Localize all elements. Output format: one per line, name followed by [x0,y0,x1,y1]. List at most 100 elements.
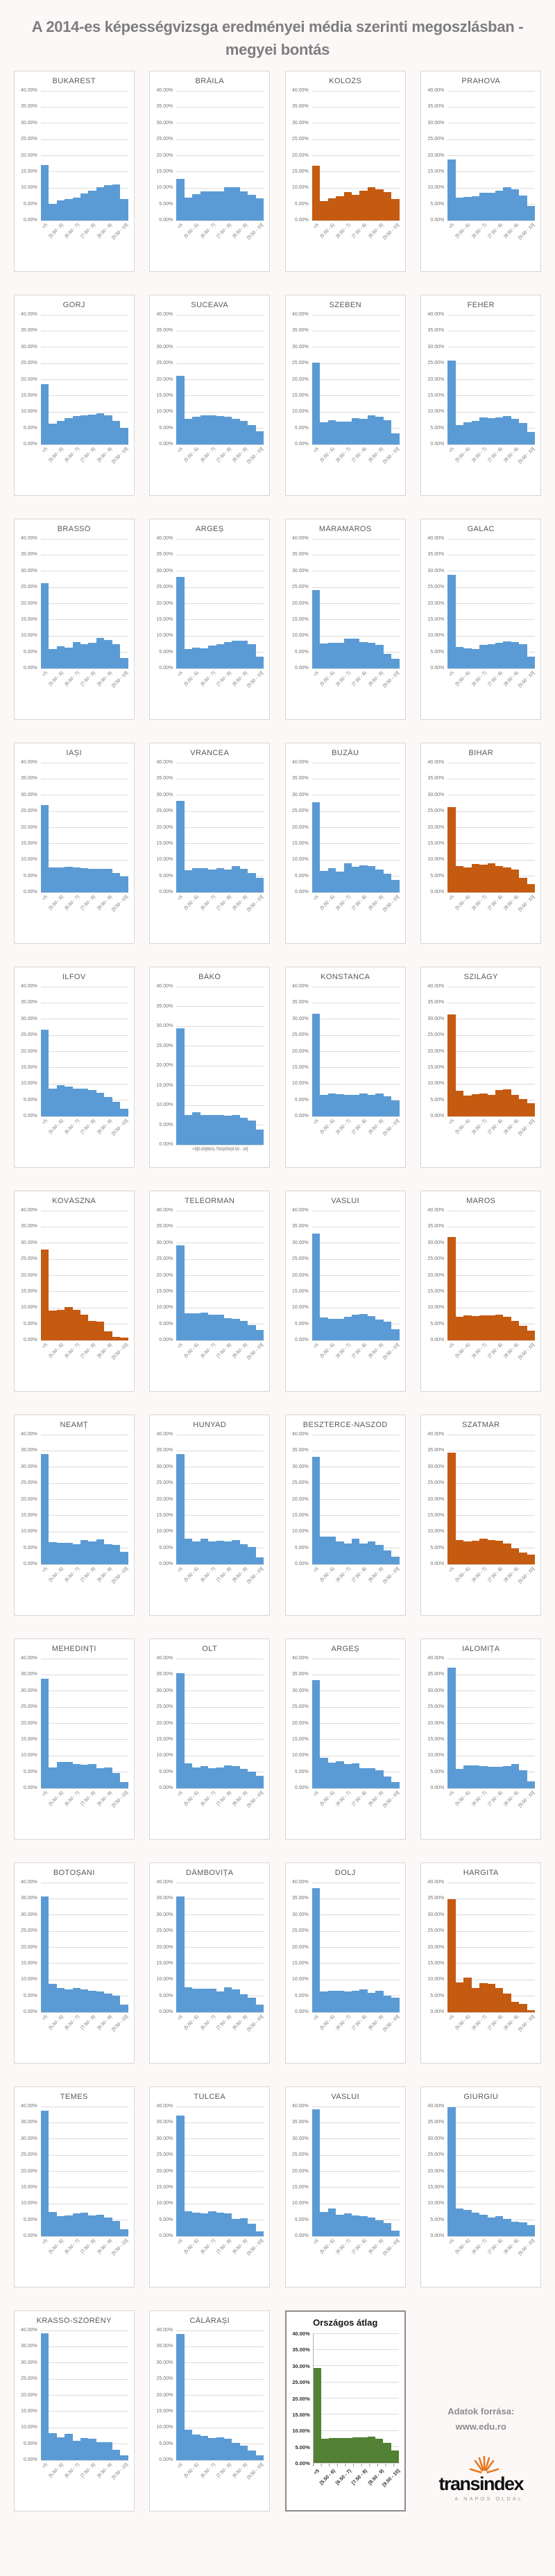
y-axis-tick-label: 15.00% [292,1960,309,1966]
y-axis-tick-label: 25.00% [21,2152,37,2158]
bar [208,1541,216,1564]
bar [327,1536,336,1564]
bar [311,1013,321,1116]
y-axis-tick-label: 35.00% [427,776,445,781]
gridline [176,603,264,604]
plot-area: 40.00% 35.00% 30.00% 25.00% 20.00% 15.00% 10.0… [428,2104,536,2238]
y-axis-tick-label: 30.00% [292,2362,310,2369]
y-axis-tick-label: 20.00% [427,1272,445,1278]
page-title: A 2014-es képességvizsga eredményei médi… [31,18,524,58]
gridline [176,2460,264,2461]
y-axis-tick-label: 5.00% [430,1769,445,1774]
x-axis-labels: <5 [5.50 - 6) [6.50 - 7) [7.50 - 8) [8.50 - … [447,221,536,263]
gridline [311,2236,400,2237]
y-axis-tick-label: 35.00% [21,1000,37,1005]
x-axis-tick-label: <5 [41,1342,49,1350]
y-axis-tick-label: 35.00% [21,104,37,110]
bar [511,189,520,221]
bar [383,1777,392,1788]
x-axis-tick-label: [7.50 - 8) [80,1342,97,1359]
y-axis-tick-label: 30.00% [21,1912,37,1917]
gridline [311,587,400,588]
y-axis-tick-label: 20.00% [156,1944,173,1950]
bar [88,868,96,892]
plot-area: 40.00% 35.00% 30.00% 25.00% 20.00% 15.00% 10.0… [292,2104,400,2238]
y-axis-tick-label: 30.00% [156,1912,173,1917]
y-axis-tick-label: 15.00% [427,1288,445,1294]
bar [471,1765,480,1788]
bar [321,2438,330,2463]
plot-area: 40.00% 35.00% 30.00% 25.00% 20.00% 15.00% 10.0… [292,88,400,223]
x-axis-labels: <5 [5.50 - 6) [6.50 - 7) [7.50 - 8) [8.50 - … [312,2012,400,2055]
gridline [447,1914,536,1916]
chart-title: KONSTANCA [321,973,370,981]
bar [352,1990,360,2012]
y-axis-tick-label: 15.00% [292,168,309,174]
x-axis-tick-label: [7.50 - 8) [487,1566,504,1583]
y-axis-tick-label: 10.00% [156,633,173,639]
y-axis-tick-label: 20.00% [21,1944,37,1950]
bar [519,423,527,444]
y-axis-tick-label: 30.00% [21,2360,37,2365]
bar [479,2214,488,2236]
bar-series [311,1211,400,1340]
x-axis-tick-label: [6.50 - 7) [470,1118,488,1135]
y-axis-tick-label: 0.00% [294,1786,309,1790]
bar [216,1541,224,1564]
x-axis-tick-label: <5 [41,671,49,678]
x-axis-tick-label: [7.50 - 8) [487,894,504,911]
bar [495,1767,504,1788]
y-axis-tick-label: 20.00% [156,1063,173,1068]
bar [375,1320,384,1340]
y-axis-tick-label: 25.00% [156,2376,173,2382]
y-axis-tick-label: 25.00% [292,1704,309,1710]
gridline [40,1035,128,1036]
gridline [447,1116,536,1117]
bar [327,642,336,668]
x-axis-tick-label: [7.50 - 8) [351,447,368,463]
plot-area: 40.00% 35.00% 30.00% 25.00% 20.00% 15.00% 10.0… [157,2104,264,2238]
page-header: A 2014-es képességvizsga eredményei médi… [0,0,555,61]
y-axis-tick-label: 10.00% [427,633,445,639]
gridline [176,843,264,845]
bar [104,1993,112,2012]
bar [447,1014,456,1116]
gridline [313,2333,399,2334]
y-axis-tick-label: 35.00% [21,328,37,334]
x-axis-labels: <5 [5.50 - 6) [6.50 - 7) [7.50 - 8) [8.50 - … [41,1340,129,1383]
bar [80,415,89,444]
y-axis-tick-label: 40.00% [21,984,37,989]
gridline [447,171,536,173]
bar [184,1987,193,2012]
bar [248,873,256,892]
bar [112,1337,121,1340]
gridline [40,2362,128,2364]
bar [72,641,81,668]
gridline [311,1051,400,1052]
y-axis-tick-label: 40.00% [156,1880,173,1885]
x-axis-tick-label: [5.50 - 6) [454,894,472,911]
y-axis-tick-label: 0.00% [159,1786,173,1790]
bar [248,1771,256,1788]
x-axis-tick-label: [6.50 - 7) [199,1790,216,1807]
bar [352,1539,360,1564]
x-axis-labels: <5 [5.50 - 6) [6.50 - 7) [7.50 - 8) [8.50 - … [312,2236,400,2279]
x-axis-tick-label: [5.50 - 6) [319,2238,336,2255]
bar [391,1329,400,1340]
bar [527,2225,536,2236]
bar [255,431,264,444]
plot-area: 40.00% 35.00% 30.00% 25.00% 20.00% 15.00% 10.0… [21,2328,128,2462]
bar [65,647,73,668]
bar [367,1993,376,2012]
x-axis-labels: <5 [5.50 - 6) [6.50 - 7) [7.50 - 8) [8.50 - … [41,892,129,935]
bar [503,2218,511,2236]
plot-area: 40.00% 35.00% 30.00% 25.00% 20.00% 15.00% 10.0… [157,1432,264,1566]
bar [447,1236,456,1340]
y-axis-tick-label: 20.00% [21,2168,37,2174]
bar [112,2220,121,2236]
x-axis-tick-label: [5.50 - 6) [319,1566,336,1583]
x-axis-ticks [312,2463,399,2466]
gridline [447,1275,536,1276]
bar [447,1667,456,1788]
x-axis-tick-label: [5.50 - 6) [48,1790,65,1807]
